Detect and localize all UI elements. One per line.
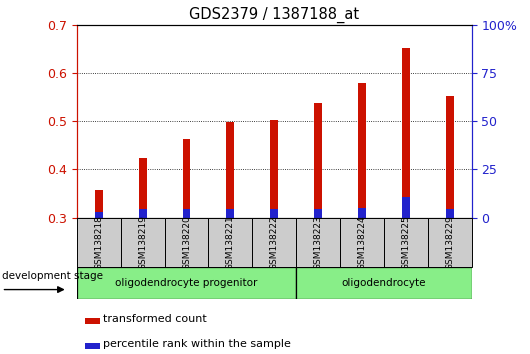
Text: oligodendrocyte progenitor: oligodendrocyte progenitor <box>116 278 258 288</box>
Text: GSM138229: GSM138229 <box>445 215 454 270</box>
Bar <box>85 343 100 348</box>
Text: GSM138222: GSM138222 <box>270 215 279 270</box>
Text: GSM138220: GSM138220 <box>182 215 191 270</box>
Bar <box>226 209 234 218</box>
FancyBboxPatch shape <box>121 218 165 267</box>
Text: GSM138225: GSM138225 <box>401 215 410 270</box>
Bar <box>85 319 100 324</box>
Bar <box>358 208 366 218</box>
FancyBboxPatch shape <box>165 218 208 267</box>
Bar <box>182 209 190 218</box>
FancyBboxPatch shape <box>77 267 296 299</box>
FancyBboxPatch shape <box>296 267 472 299</box>
Bar <box>402 48 410 218</box>
Text: GSM138219: GSM138219 <box>138 215 147 270</box>
Bar <box>95 190 103 218</box>
Bar <box>358 82 366 218</box>
Bar <box>314 209 322 218</box>
Text: oligodendrocyte: oligodendrocyte <box>342 278 426 288</box>
Bar <box>95 212 103 218</box>
Text: GSM138224: GSM138224 <box>358 215 367 270</box>
Text: transformed count: transformed count <box>103 314 207 324</box>
Bar <box>139 158 147 218</box>
FancyBboxPatch shape <box>340 218 384 267</box>
Bar <box>182 139 190 218</box>
FancyBboxPatch shape <box>208 218 252 267</box>
FancyBboxPatch shape <box>77 218 121 267</box>
Bar <box>226 122 234 218</box>
Text: GSM138223: GSM138223 <box>314 215 323 270</box>
FancyBboxPatch shape <box>296 218 340 267</box>
Title: GDS2379 / 1387188_at: GDS2379 / 1387188_at <box>189 7 359 23</box>
Bar <box>270 120 278 218</box>
Bar <box>402 198 410 218</box>
FancyBboxPatch shape <box>428 218 472 267</box>
Bar <box>270 209 278 218</box>
Bar <box>314 103 322 218</box>
Bar <box>446 209 454 218</box>
Text: GSM138218: GSM138218 <box>94 215 103 270</box>
FancyBboxPatch shape <box>384 218 428 267</box>
FancyBboxPatch shape <box>252 218 296 267</box>
Bar <box>446 96 454 218</box>
Text: development stage: development stage <box>2 271 102 281</box>
Text: GSM138221: GSM138221 <box>226 215 235 270</box>
Text: percentile rank within the sample: percentile rank within the sample <box>103 338 290 349</box>
Bar <box>139 209 147 218</box>
